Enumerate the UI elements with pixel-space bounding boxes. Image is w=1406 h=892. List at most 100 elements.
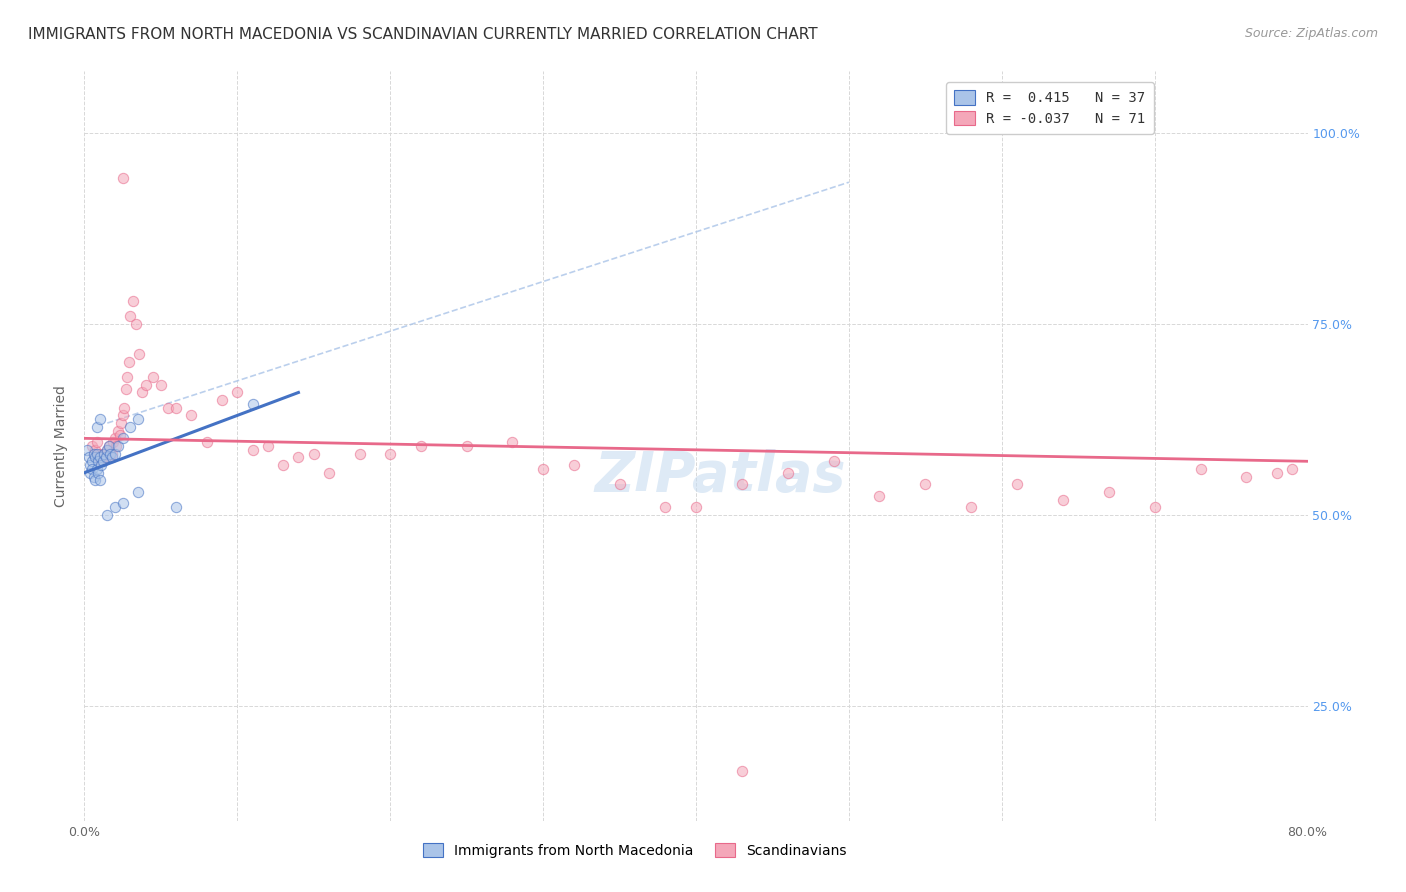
Point <box>914 477 936 491</box>
Point <box>531 462 554 476</box>
Point <box>79 458 101 472</box>
Point <box>142 370 165 384</box>
Point <box>127 484 149 499</box>
Point <box>96 442 118 457</box>
Point <box>80 462 103 476</box>
Point <box>76 442 98 457</box>
Point <box>101 450 124 465</box>
Point <box>1236 469 1258 483</box>
Point <box>111 409 134 423</box>
Point <box>83 447 105 461</box>
Point <box>654 500 676 515</box>
Point <box>89 450 111 465</box>
Point <box>86 447 108 461</box>
Point <box>86 420 108 434</box>
Point <box>104 447 127 461</box>
Point <box>122 293 145 308</box>
Point <box>349 447 371 461</box>
Point <box>195 435 218 450</box>
Point <box>111 431 134 445</box>
Point <box>165 401 187 415</box>
Point <box>90 458 112 472</box>
Point <box>101 447 124 461</box>
Point <box>96 442 118 457</box>
Point <box>80 439 103 453</box>
Point <box>1265 466 1288 480</box>
Point <box>1189 462 1212 476</box>
Point <box>287 450 309 465</box>
Point <box>89 447 111 461</box>
Point <box>107 439 129 453</box>
Point <box>87 450 110 465</box>
Point <box>104 431 127 445</box>
Point <box>226 385 249 400</box>
Point <box>135 377 157 392</box>
Point <box>1281 462 1303 476</box>
Point <box>83 447 105 461</box>
Point <box>111 496 134 510</box>
Point <box>87 454 110 468</box>
Point <box>94 450 117 465</box>
Point <box>869 489 891 503</box>
Point <box>103 435 125 450</box>
Point <box>180 409 202 423</box>
Point <box>409 439 432 453</box>
Point <box>91 450 114 465</box>
Point <box>90 454 112 468</box>
Point <box>257 439 280 453</box>
Point <box>83 469 105 483</box>
Point <box>502 435 524 450</box>
Point <box>242 442 264 457</box>
Point <box>1052 492 1074 507</box>
Point <box>127 412 149 426</box>
Text: Source: ZipAtlas.com: Source: ZipAtlas.com <box>1244 27 1378 40</box>
Point <box>380 447 402 461</box>
Point <box>89 474 111 488</box>
Point <box>107 424 129 438</box>
Point <box>731 477 754 491</box>
Point <box>80 454 103 468</box>
Point <box>114 382 136 396</box>
Point <box>609 477 631 491</box>
Point <box>823 454 845 468</box>
Point <box>271 458 294 472</box>
Point <box>84 474 107 488</box>
Point <box>731 764 754 778</box>
Point <box>77 450 100 465</box>
Point <box>120 309 142 323</box>
Point <box>97 439 120 453</box>
Point <box>93 447 115 461</box>
Point <box>111 171 134 186</box>
Point <box>776 466 799 480</box>
Point <box>960 500 983 515</box>
Point <box>91 454 114 468</box>
Point <box>149 377 172 392</box>
Point <box>562 458 585 472</box>
Point <box>125 317 148 331</box>
Point <box>242 397 264 411</box>
Point <box>79 466 101 480</box>
Point <box>86 435 108 450</box>
Point <box>115 370 138 384</box>
Point <box>131 385 153 400</box>
Point <box>1143 500 1166 515</box>
Point <box>98 450 121 465</box>
Point <box>302 447 325 461</box>
Legend: Immigrants from North Macedonia, Scandinavians: Immigrants from North Macedonia, Scandin… <box>415 835 855 866</box>
Point <box>105 439 128 453</box>
Point <box>84 442 107 457</box>
Point <box>94 450 117 465</box>
Point <box>84 450 107 465</box>
Y-axis label: Currently Married: Currently Married <box>55 385 69 507</box>
Point <box>86 462 108 476</box>
Text: ZIPatlas: ZIPatlas <box>595 449 846 503</box>
Point <box>87 466 110 480</box>
Point <box>157 401 180 415</box>
Point <box>318 466 340 480</box>
Point <box>108 427 131 442</box>
Point <box>89 412 111 426</box>
Point <box>120 420 142 434</box>
Point <box>93 447 115 461</box>
Point <box>112 401 135 415</box>
Point <box>685 500 707 515</box>
